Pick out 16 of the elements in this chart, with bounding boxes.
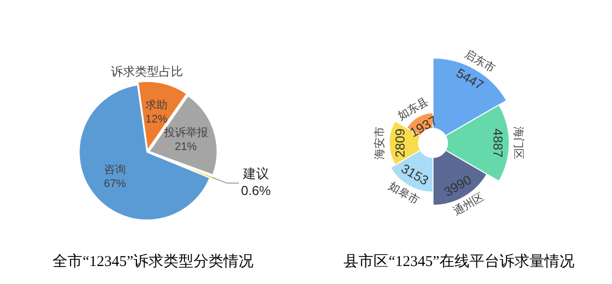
category-label: 海门区	[512, 126, 526, 160]
text: 县市区“12345”在线平台诉求量情况	[342, 252, 576, 271]
data-label: 67%	[104, 178, 126, 190]
data-label: 12%	[145, 114, 168, 126]
slice-label: 建议	[242, 166, 270, 181]
data-label: 0.6%	[241, 182, 272, 198]
category-label: 海安市	[373, 126, 386, 160]
data-label: 2809	[392, 128, 408, 158]
data-label: 4887	[490, 128, 506, 158]
slice-label: 咨询	[104, 164, 126, 176]
slice-label: 投诉举报	[162, 126, 208, 140]
data-label: 3153	[398, 160, 432, 188]
slice-label: 求助	[145, 98, 168, 112]
chart-title: 诉求类型占比	[111, 64, 183, 79]
text: 全市“12345”诉求类型分类情况	[52, 252, 254, 271]
data-label: 21%	[174, 141, 198, 154]
